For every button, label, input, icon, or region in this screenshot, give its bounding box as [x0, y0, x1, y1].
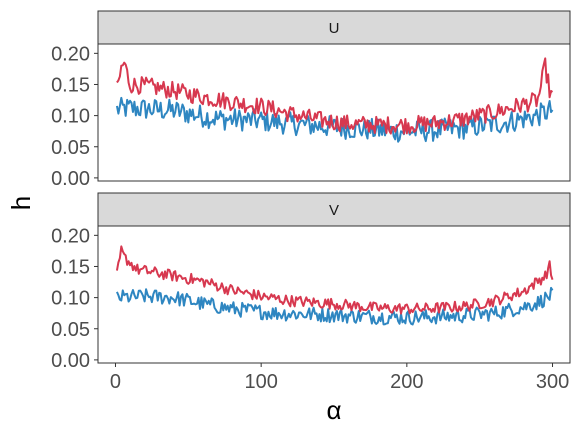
y-tick-label: 0.15 — [51, 256, 90, 278]
x-axis-title: α — [326, 395, 341, 425]
blue-series-line-panel-u — [115, 96, 554, 143]
red-series-line-panel-v — [115, 245, 554, 315]
y-tick-label: 0.10 — [51, 288, 90, 310]
panel-v-border — [97, 225, 571, 364]
strip-v — [97, 192, 571, 227]
y-tick-label: 0.20 — [51, 43, 90, 65]
y-tick-label: 0.20 — [51, 225, 90, 247]
y-tick-label: 0.10 — [51, 106, 90, 128]
x-tick-label: 100 — [244, 371, 277, 393]
red-series-line-panel-u — [116, 57, 554, 135]
panel-u: U 0.00 0.05 0.10 0.15 0.20 — [51, 10, 571, 190]
panel-v: V 0.00 0.05 0.10 0.15 0.20 — [51, 192, 571, 372]
panel-v-lines — [115, 245, 554, 326]
panel-u-lines — [115, 57, 554, 143]
y-tick-label: 0.00 — [51, 350, 90, 372]
blue-series-line-panel-v — [116, 286, 554, 326]
x-tick-label: 0 — [110, 371, 121, 393]
panel-v-y-axis: 0.00 0.05 0.10 0.15 0.20 — [51, 225, 98, 372]
strip-label-v: V — [329, 202, 339, 219]
strip-u — [97, 10, 571, 45]
x-axis: 0 100 200 300 — [110, 363, 569, 393]
y-axis-title: h — [6, 196, 36, 210]
panel-u-border — [97, 43, 571, 182]
y-tick-label: 0.05 — [51, 137, 90, 159]
strip-label-u: U — [329, 20, 340, 37]
x-tick-label: 300 — [536, 371, 569, 393]
y-tick-label: 0.05 — [51, 319, 90, 341]
panel-u-y-axis: 0.00 0.05 0.10 0.15 0.20 — [51, 43, 98, 190]
y-tick-label: 0.15 — [51, 74, 90, 96]
y-tick-label: 0.00 — [51, 168, 90, 190]
x-tick-label: 200 — [390, 371, 423, 393]
